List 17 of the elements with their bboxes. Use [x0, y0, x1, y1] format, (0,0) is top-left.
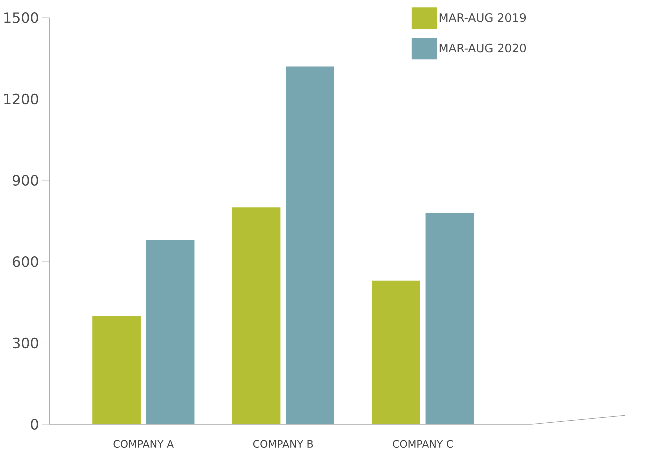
bar [286, 66, 334, 425]
legend-label: MAR-AUG 2020 [440, 44, 526, 53]
y-tick-label: 1200 [4, 94, 38, 105]
y-tick-label: 0 [31, 419, 38, 430]
bar [372, 280, 420, 425]
x-tick-label: COMPANY C [393, 440, 454, 448]
bar [232, 208, 281, 425]
y-tick-label: 1500 [4, 12, 38, 24]
legend-label: MAR-AUG 2019 [440, 14, 526, 22]
bar [92, 316, 141, 425]
y-tick-label: 300 [13, 338, 38, 349]
y-tick-label: 900 [12, 175, 38, 186]
x-tick-label: COMPANY B [254, 440, 314, 448]
y-tick-label: 600 [13, 256, 38, 268]
bar [426, 213, 474, 425]
x-tick-label: COMPANY A [114, 440, 174, 448]
bar [146, 240, 195, 425]
